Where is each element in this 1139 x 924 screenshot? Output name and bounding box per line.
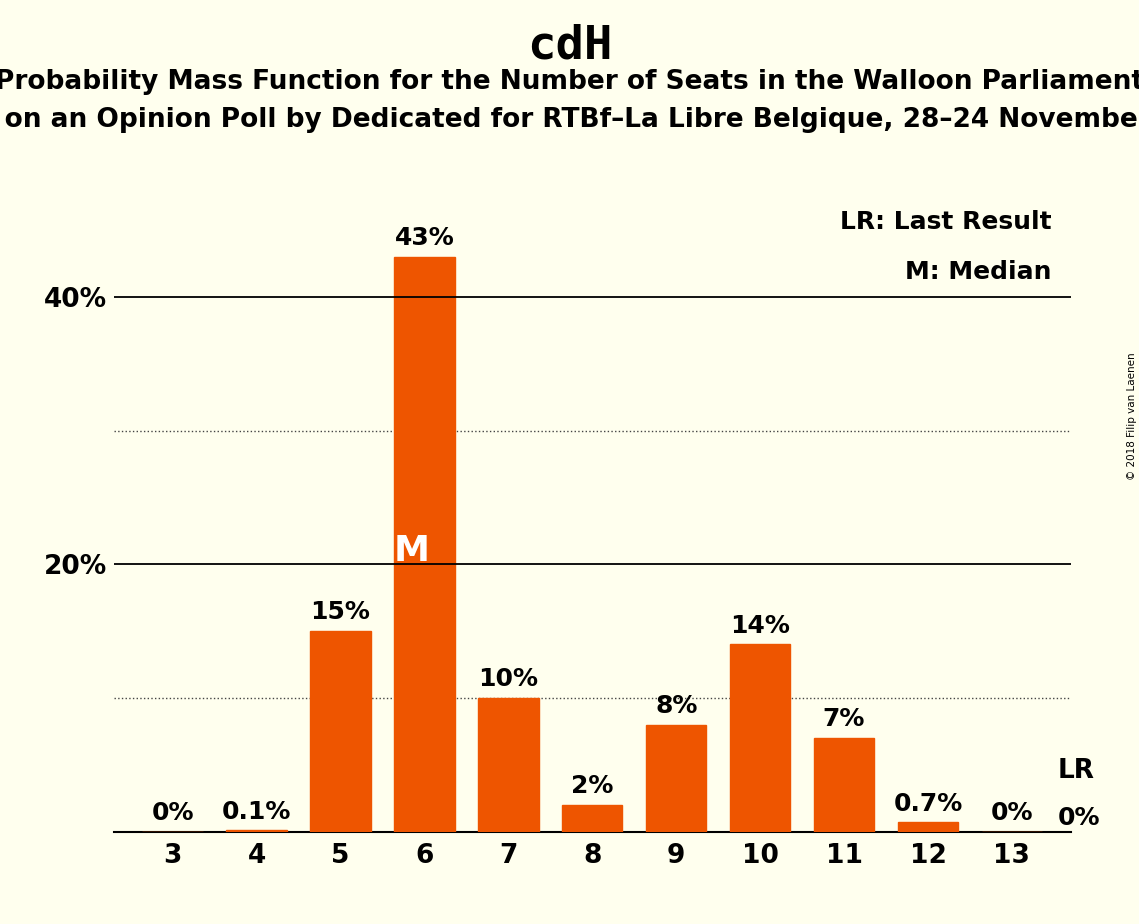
Text: 2%: 2% — [571, 774, 614, 798]
Text: 0%: 0% — [151, 801, 194, 825]
Bar — [227, 831, 287, 832]
Text: 14%: 14% — [730, 614, 790, 638]
Text: LR: Last Result: LR: Last Result — [839, 210, 1051, 234]
Bar — [814, 738, 875, 832]
Bar — [310, 631, 370, 832]
Text: LR: LR — [1058, 759, 1095, 784]
Text: © 2018 Filip van Laenen: © 2018 Filip van Laenen — [1126, 352, 1137, 480]
Text: M: Median: M: Median — [906, 260, 1051, 284]
Text: 8%: 8% — [655, 694, 697, 718]
Text: 7%: 7% — [822, 708, 866, 731]
Text: cdH: cdH — [526, 23, 613, 68]
Text: 0%: 0% — [1058, 807, 1100, 831]
Bar — [898, 822, 958, 832]
Text: 15%: 15% — [311, 601, 370, 625]
Bar — [562, 805, 623, 832]
Text: 0.7%: 0.7% — [893, 792, 962, 816]
Bar — [394, 257, 454, 832]
Bar — [478, 698, 539, 832]
Text: 0%: 0% — [991, 801, 1033, 825]
Text: Based on an Opinion Poll by Dedicated for RTBf–La Libre Belgique, 28–24 November: Based on an Opinion Poll by Dedicated fo… — [0, 107, 1139, 133]
Bar — [730, 644, 790, 832]
Text: M: M — [394, 534, 429, 568]
Text: 0.1%: 0.1% — [222, 799, 292, 823]
Text: 10%: 10% — [478, 667, 539, 691]
Text: Probability Mass Function for the Number of Seats in the Walloon Parliament: Probability Mass Function for the Number… — [0, 69, 1139, 95]
Text: 43%: 43% — [394, 226, 454, 250]
Bar — [646, 724, 706, 832]
